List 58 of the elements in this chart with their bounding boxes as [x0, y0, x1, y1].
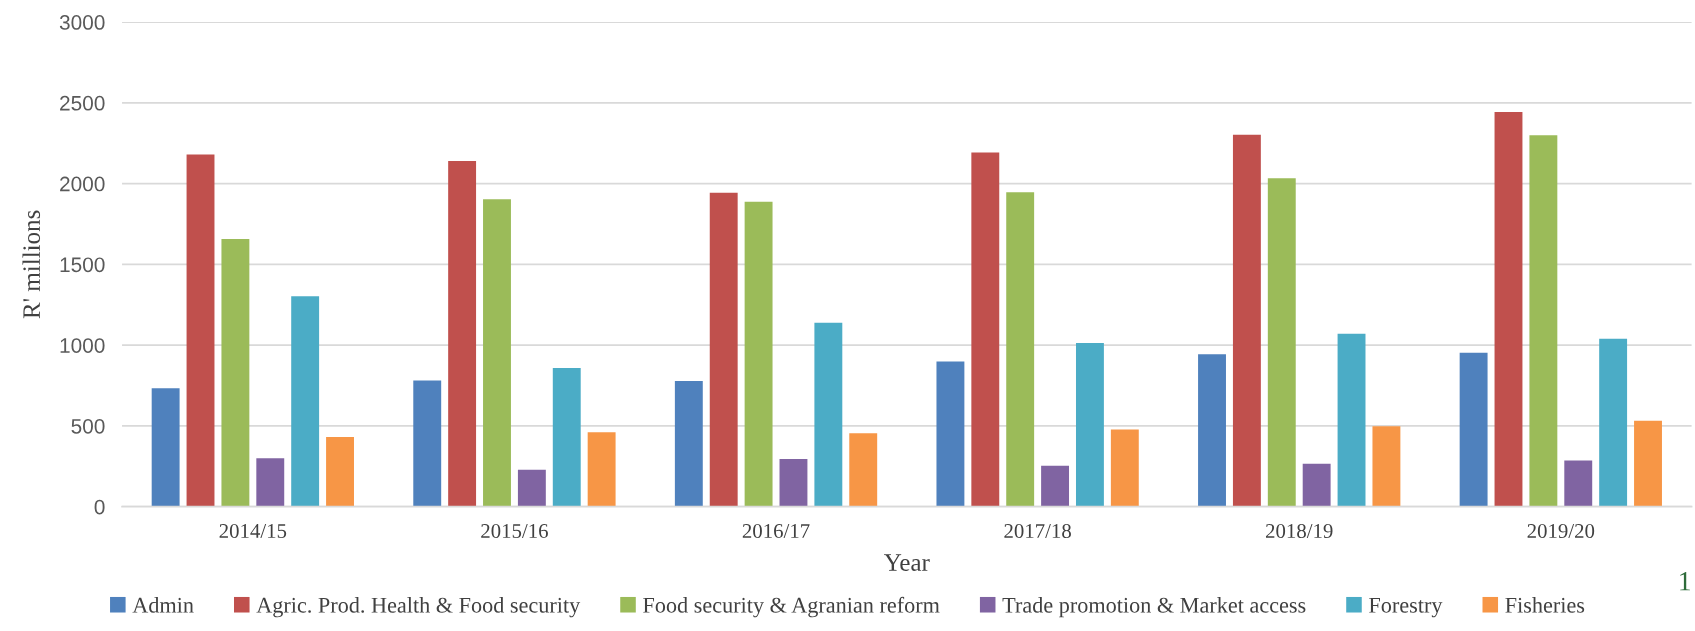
- bar: [1267, 178, 1296, 507]
- bar: [1110, 429, 1139, 507]
- x-tick-label: 2017/18: [1004, 523, 1071, 539]
- bar: [1599, 338, 1628, 507]
- bar: [1459, 352, 1488, 507]
- x-tick-label: 2018/19: [1265, 523, 1333, 539]
- bar: [326, 437, 354, 507]
- y-axis-title: R' millions: [22, 210, 41, 319]
- y-tick-label: 2000: [60, 176, 105, 192]
- bar: [849, 433, 878, 507]
- x-tick-label: 2015/16: [481, 523, 548, 539]
- bar: [709, 192, 738, 507]
- bar: [779, 458, 808, 507]
- x-tick-label: 2014/15: [219, 523, 287, 539]
- bar: [483, 199, 511, 507]
- bar: [221, 239, 250, 507]
- bar: [517, 469, 546, 507]
- bar: [1529, 135, 1558, 507]
- bar: [1232, 134, 1261, 507]
- bar: [1075, 343, 1104, 507]
- bar: [552, 367, 581, 507]
- bar: [971, 152, 1000, 507]
- bar: [744, 201, 773, 507]
- bar: [1634, 420, 1662, 507]
- bar: [1337, 333, 1366, 507]
- x-tick-label: 2016/17: [742, 523, 810, 539]
- bar: [186, 154, 215, 507]
- y-tick-label: 2500: [60, 95, 105, 111]
- legend-label: Food security & Agranian reform: [643, 596, 940, 618]
- bar: [674, 381, 703, 507]
- legend-label: Admin: [132, 597, 194, 613]
- y-tick-label: 0: [94, 499, 105, 515]
- bar: [1302, 463, 1331, 507]
- bar: [1372, 426, 1401, 507]
- bar: [1006, 192, 1035, 507]
- bar: [1564, 460, 1593, 507]
- bar: [814, 322, 843, 507]
- legend-label: Forestry: [1369, 597, 1443, 618]
- bar: [256, 458, 285, 507]
- legend-label: Fisheries: [1505, 597, 1585, 613]
- bar: [1041, 465, 1070, 507]
- text: 1: [1680, 572, 1690, 591]
- y-tick-label: 1000: [60, 338, 105, 353]
- bar: [1198, 354, 1226, 507]
- bar: [413, 380, 442, 507]
- bar: [1494, 112, 1523, 507]
- bar: [448, 161, 477, 507]
- legend-label: Trade promotion & Market access: [1002, 597, 1306, 618]
- bar: [936, 361, 965, 507]
- x-tick-label: 2019/20: [1527, 523, 1595, 539]
- bar: [151, 388, 180, 507]
- x-axis-title: Year: [884, 554, 930, 571]
- y-tick-label: 3000: [59, 15, 105, 30]
- bar: [291, 296, 320, 507]
- y-tick-label: 500: [71, 418, 105, 434]
- bar: [587, 432, 616, 507]
- legend-label: Agric. Prod. Health & Food security: [256, 597, 581, 618]
- y-tick-label: 1500: [60, 257, 105, 273]
